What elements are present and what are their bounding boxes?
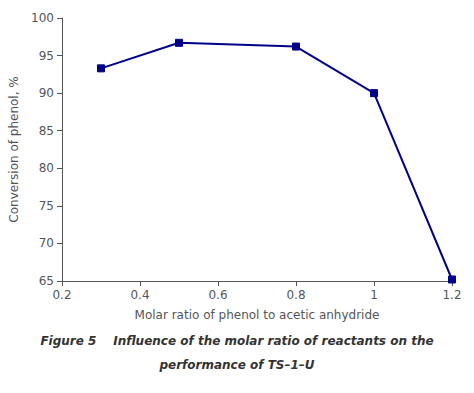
svg-text:Conversion of phenol, %: Conversion of phenol, % — [7, 76, 21, 222]
svg-text:performance of TS–1–U: performance of TS–1–U — [158, 358, 314, 372]
svg-text:0.6: 0.6 — [208, 288, 227, 302]
svg-text:70: 70 — [39, 236, 54, 250]
svg-text:65: 65 — [39, 274, 54, 288]
svg-text:1.2: 1.2 — [442, 288, 461, 302]
svg-text:100: 100 — [31, 11, 54, 25]
svg-text:85: 85 — [39, 124, 54, 138]
svg-text:90: 90 — [39, 86, 54, 100]
svg-text:1: 1 — [370, 288, 378, 302]
svg-text:Figure 5 Influence of the m: Figure 5 Influence of the molar ratio of… — [40, 334, 433, 348]
svg-text:0.8: 0.8 — [286, 288, 305, 302]
svg-text:Molar ratio of phenol to aceti: Molar ratio of phenol to acetic anhydrid… — [135, 308, 380, 322]
svg-text:75: 75 — [39, 199, 54, 213]
svg-text:0.4: 0.4 — [130, 288, 149, 302]
svg-text:80: 80 — [39, 161, 54, 175]
svg-text:95: 95 — [39, 49, 54, 63]
svg-text:0.2: 0.2 — [52, 288, 71, 302]
